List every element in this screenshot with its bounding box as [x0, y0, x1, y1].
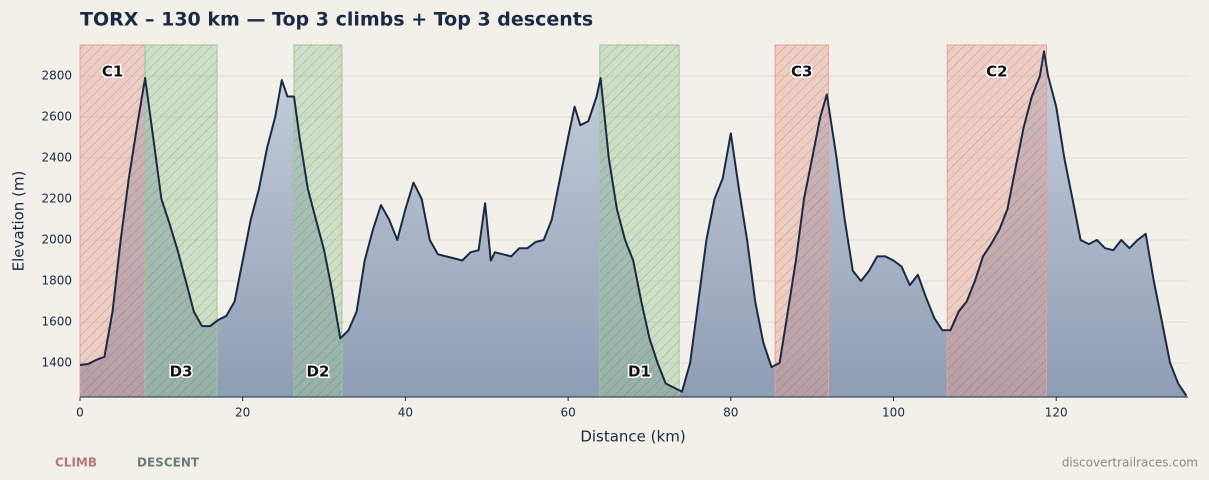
- zone-hatch: [80, 45, 146, 397]
- x-tick-label: 100: [882, 406, 905, 420]
- x-tick-label: 20: [235, 406, 250, 420]
- zone-hatch: [145, 45, 218, 397]
- elevation-area: [80, 51, 1187, 398]
- y-tick-label: 2400: [41, 150, 72, 164]
- legend-entry: CLIMB: [55, 456, 97, 470]
- y-axis-label: Elevation (m): [10, 171, 28, 272]
- legend-entry: DESCENT: [137, 456, 200, 470]
- zone-label: C2: [986, 63, 1007, 81]
- y-tick-label: 2200: [41, 191, 72, 205]
- zone-label: D3: [170, 363, 193, 381]
- x-tick-label: 40: [398, 406, 413, 420]
- x-tick-label: 60: [560, 406, 575, 420]
- y-tick-label: 1800: [41, 273, 72, 287]
- source: discovertrailraces.com: [1062, 456, 1198, 470]
- y-tick-label: 2600: [41, 109, 72, 123]
- zone-label: D1: [628, 363, 651, 381]
- x-axis-label: Distance (km): [580, 428, 685, 446]
- zone-hatch: [293, 45, 342, 397]
- x-tick-label: 120: [1045, 406, 1068, 420]
- zone-label: C3: [791, 63, 812, 81]
- y-tick-label: 2000: [41, 232, 72, 246]
- zone-label: C1: [102, 63, 123, 81]
- y-tick-label: 1600: [41, 314, 72, 328]
- zone-hatch: [599, 45, 680, 397]
- chart-title: TORX – 130 km — Top 3 climbs + Top 3 des…: [80, 9, 593, 31]
- x-tick-label: 80: [723, 406, 738, 420]
- x-tick-label: 0: [76, 406, 84, 420]
- y-tick-label: 1400: [41, 355, 72, 369]
- zone-label: D2: [307, 363, 330, 381]
- elevation-line: [79, 50, 1188, 397]
- y-tick-label: 2800: [41, 68, 72, 82]
